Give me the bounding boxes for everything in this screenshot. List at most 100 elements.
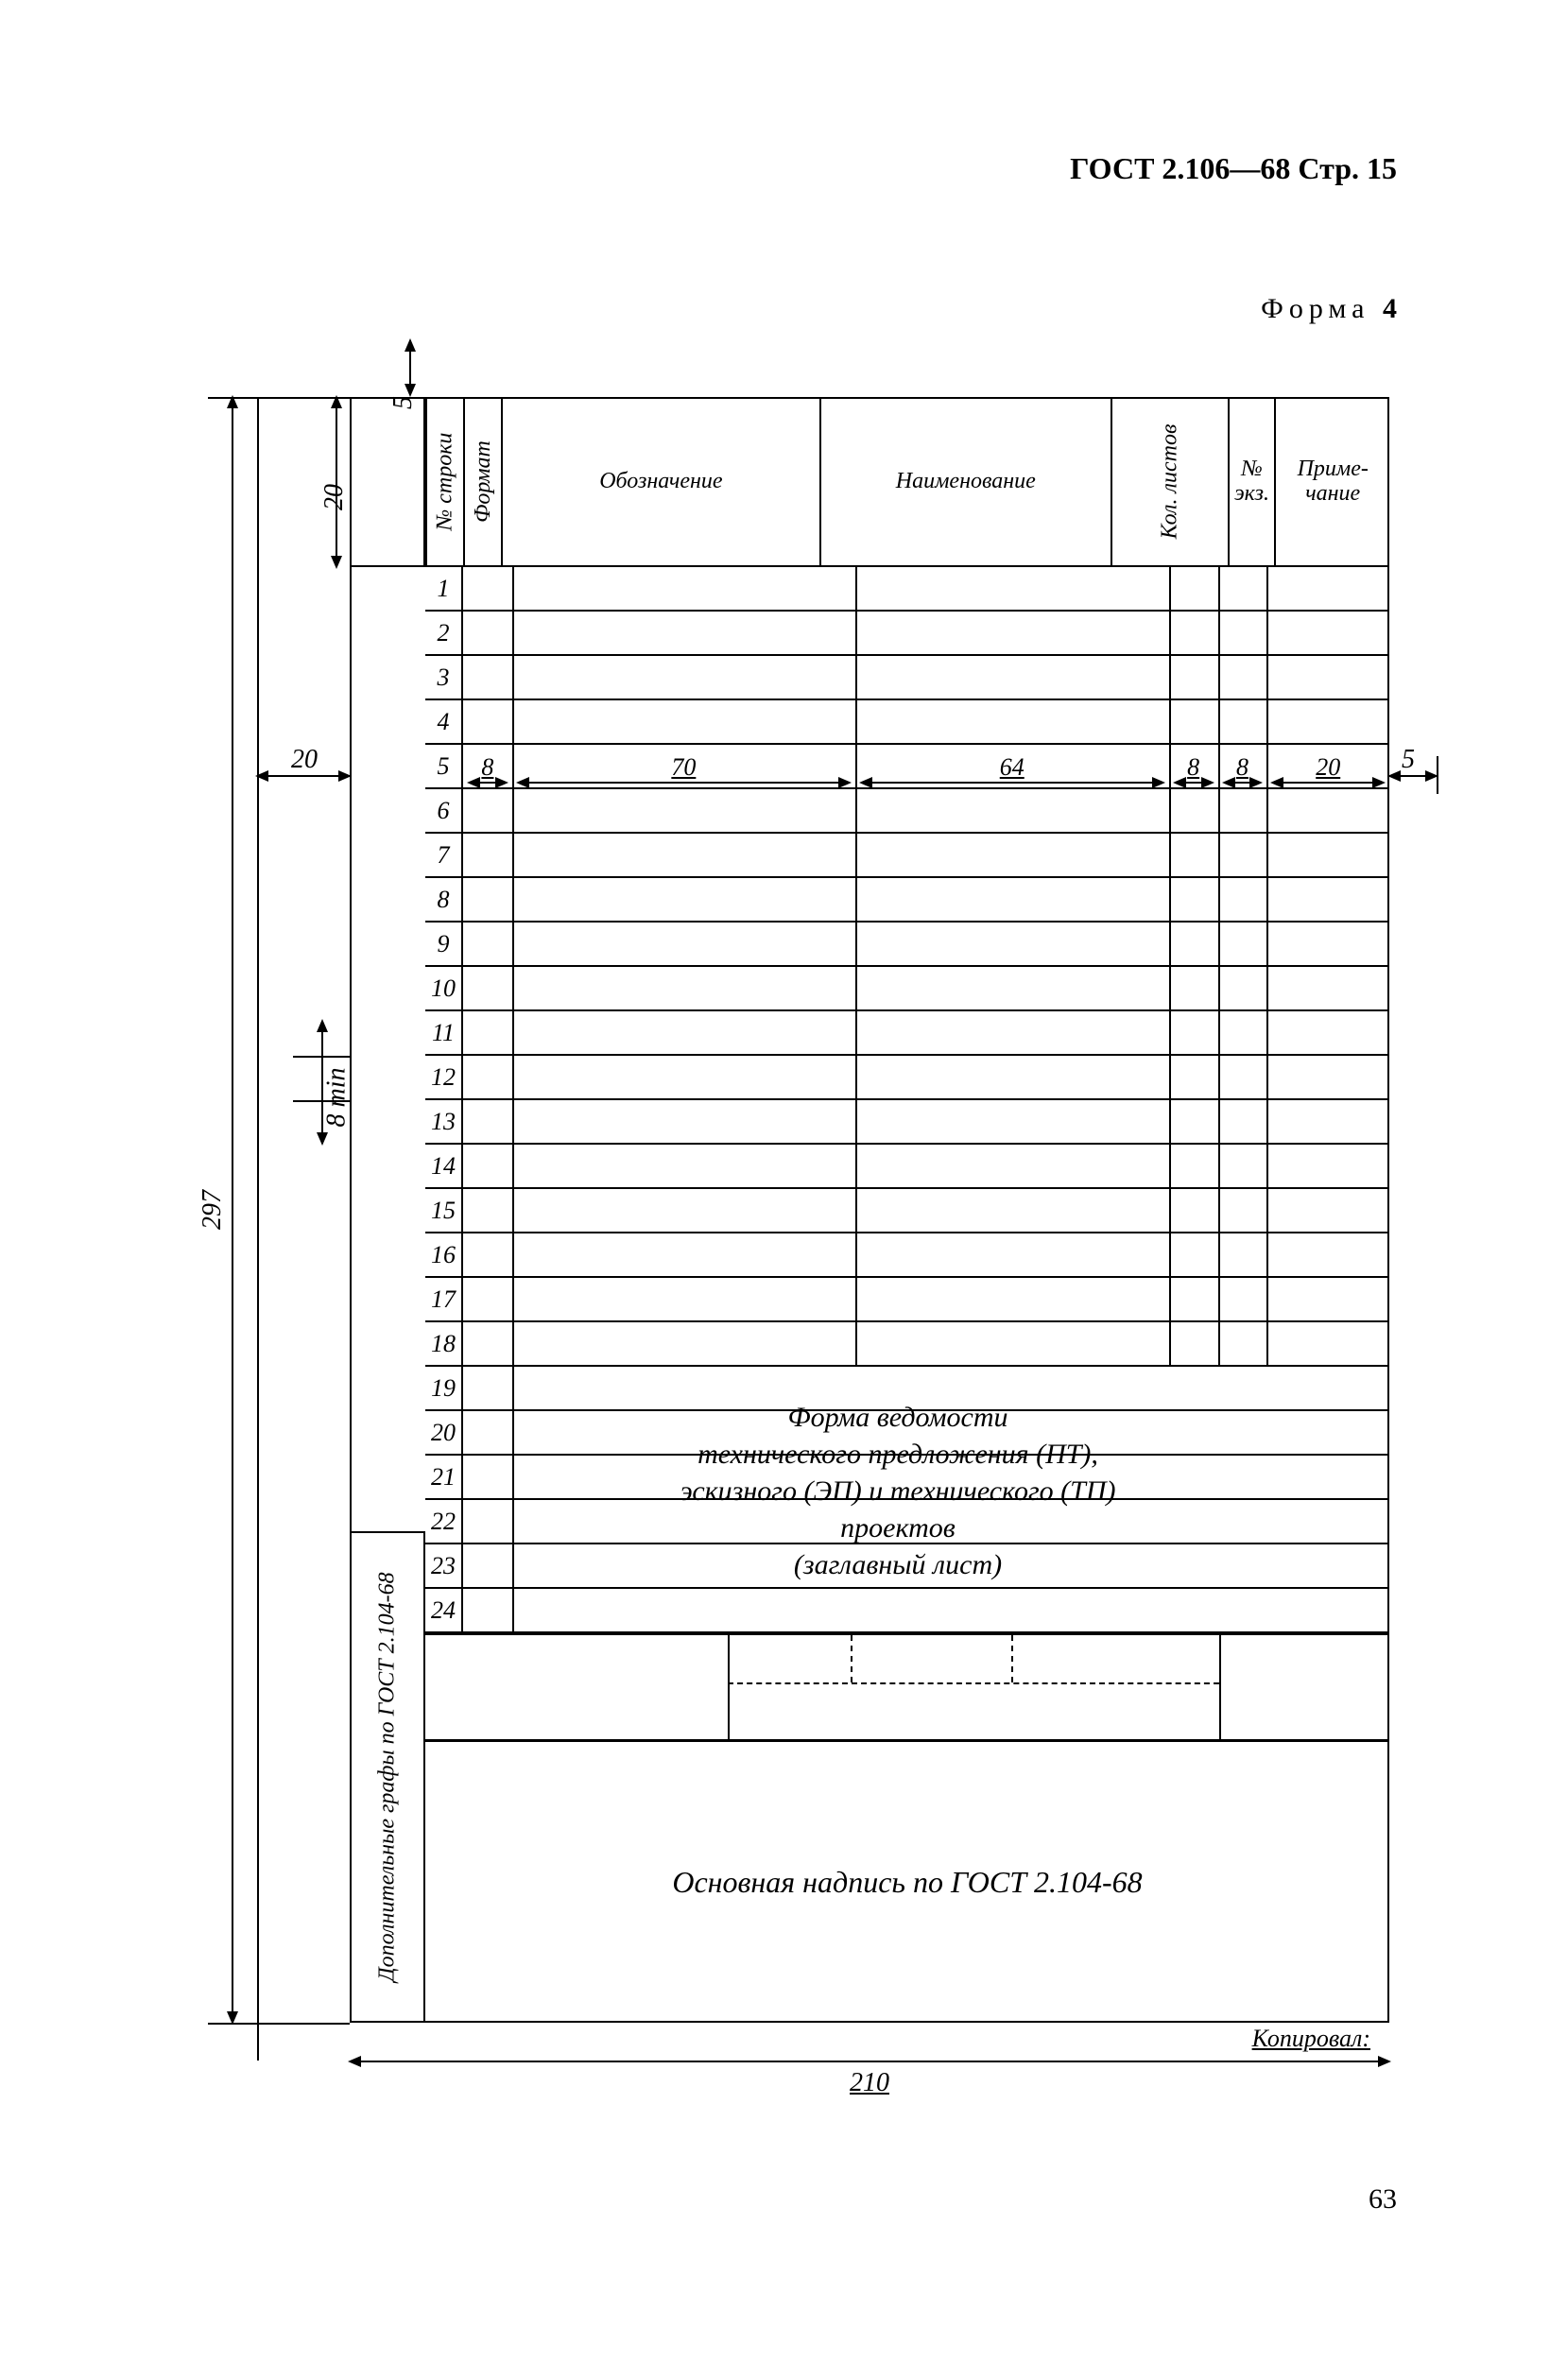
dim-arrow-210 bbox=[350, 2061, 1389, 2062]
col-label: Формат bbox=[471, 440, 496, 523]
col-format: Формат bbox=[463, 397, 501, 565]
dim-297: 297 bbox=[198, 1190, 228, 1230]
col-label: Обозначение bbox=[599, 469, 722, 494]
grid-vline bbox=[1218, 567, 1220, 1367]
table-header: № строки Формат Обозначение Наименование… bbox=[425, 397, 1389, 567]
dim-arrow bbox=[518, 782, 850, 784]
row-number: 14 bbox=[425, 1145, 461, 1189]
row-number: 6 bbox=[425, 789, 461, 834]
ext-line bbox=[1437, 756, 1438, 794]
row-number: 10 bbox=[425, 967, 461, 1011]
row-number: 13 bbox=[425, 1100, 461, 1145]
dim-header-height: 20 bbox=[319, 484, 350, 510]
grid-hline bbox=[463, 610, 1389, 612]
form-drawing: 297 210 20 5 20 5 8 min Дополнительные г… bbox=[180, 359, 1408, 2079]
row-number: 20 bbox=[425, 1411, 461, 1456]
ext-line bbox=[208, 397, 350, 399]
title-block: Основная надпись по ГОСТ 2.104-68 bbox=[425, 1739, 1389, 2023]
grid-hline bbox=[463, 1276, 1389, 1278]
dim-arrow bbox=[1175, 782, 1213, 784]
row-number: 18 bbox=[425, 1322, 461, 1367]
row-number: 15 bbox=[425, 1189, 461, 1233]
row-number: 1 bbox=[425, 567, 461, 612]
ext-line bbox=[208, 2023, 350, 2025]
col-naimenovanie: Наименование bbox=[819, 397, 1111, 565]
kopiroval-label: Копировал: bbox=[1252, 2025, 1370, 2053]
grid-hline bbox=[463, 654, 1389, 656]
grid-hline bbox=[463, 1009, 1389, 1011]
grid-hline bbox=[463, 1320, 1389, 1322]
dim-arrow-5r bbox=[1389, 775, 1437, 777]
dim-left-margin: 20 bbox=[257, 745, 352, 775]
grid-vline bbox=[855, 567, 857, 1367]
form-title: Форма 4 bbox=[1261, 293, 1397, 325]
form-description: Форма ведомости технического предложения… bbox=[529, 1399, 1266, 1583]
line bbox=[425, 1633, 1389, 1635]
dim-arrow-20h bbox=[336, 397, 337, 567]
row-number: 24 bbox=[425, 1589, 461, 1633]
col-n-ekz: № экз. bbox=[1228, 397, 1275, 565]
row-number: 4 bbox=[425, 700, 461, 745]
grid-hline bbox=[463, 698, 1389, 700]
line bbox=[851, 1635, 854, 1682]
ext-line bbox=[257, 397, 259, 2061]
row-number-column: 123456789101112131415161718192021222324 bbox=[425, 567, 463, 1633]
line bbox=[1219, 1635, 1221, 1739]
dim-right-margin: 5 bbox=[1394, 745, 1422, 775]
dim-arrow bbox=[1224, 782, 1262, 784]
side-label-bot: Дополнительные графы по ГОСТ 2.104-68 bbox=[375, 1572, 401, 1981]
grid-vline bbox=[1266, 567, 1268, 1367]
line bbox=[728, 1635, 730, 1739]
col-label: Приме- чание bbox=[1298, 457, 1369, 507]
side-col-top bbox=[350, 397, 425, 567]
form-label: Форма bbox=[1261, 293, 1369, 324]
dim-210: 210 bbox=[350, 2068, 1389, 2098]
col-label: Кол. листов bbox=[1157, 423, 1182, 539]
grid-hline bbox=[463, 965, 1389, 967]
dim-row-height: 8 min bbox=[322, 1068, 353, 1128]
ext-line bbox=[293, 1056, 350, 1058]
col-nstroki: № строки bbox=[425, 397, 463, 565]
grid-vline bbox=[1169, 567, 1171, 1367]
dim-arrow-5t bbox=[409, 340, 411, 395]
row-number: 12 bbox=[425, 1056, 461, 1100]
form-num: 4 bbox=[1383, 293, 1397, 324]
grid-hline bbox=[463, 1365, 1389, 1367]
row-number: 19 bbox=[425, 1367, 461, 1411]
row-number: 21 bbox=[425, 1456, 461, 1500]
col-oboznachenie: Обозначение bbox=[501, 397, 819, 565]
page-number: 63 bbox=[1369, 2183, 1397, 2216]
grid-hline bbox=[463, 1098, 1389, 1100]
grid-hline bbox=[463, 832, 1389, 834]
dashed-line bbox=[728, 1682, 1219, 1684]
grid-hline bbox=[463, 921, 1389, 923]
grid-vline bbox=[512, 567, 514, 1633]
dim-arrow-297 bbox=[232, 397, 233, 2023]
col-label: № строки bbox=[433, 432, 458, 530]
row-number: 22 bbox=[425, 1500, 461, 1544]
dim-arrow bbox=[1272, 782, 1384, 784]
dim-arrow-20 bbox=[257, 775, 350, 777]
col-kol-listov: Кол. листов bbox=[1111, 397, 1228, 565]
ext-line bbox=[293, 1100, 350, 1102]
col-primechanie: Приме- чание bbox=[1274, 397, 1389, 565]
grid-hline bbox=[463, 1232, 1389, 1233]
grid-hline bbox=[463, 1587, 1389, 1589]
row-number: 3 bbox=[425, 656, 461, 700]
row-number: 7 bbox=[425, 834, 461, 878]
row-number: 8 bbox=[425, 878, 461, 923]
row-number: 5 bbox=[425, 745, 461, 789]
grid-hline bbox=[463, 876, 1389, 878]
row-number: 9 bbox=[425, 923, 461, 967]
dim-arrow bbox=[469, 782, 507, 784]
line bbox=[1011, 1635, 1015, 1682]
doc-header: ГОСТ 2.106—68 Стр. 15 bbox=[1070, 151, 1397, 186]
side-col-bot: Дополнительные графы по ГОСТ 2.104-68 bbox=[350, 1531, 425, 2023]
row-number: 17 bbox=[425, 1278, 461, 1322]
row-number: 16 bbox=[425, 1233, 461, 1278]
grid-hline bbox=[463, 1187, 1389, 1189]
row-number: 2 bbox=[425, 612, 461, 656]
dim-arrow bbox=[861, 782, 1163, 784]
col-label: № экз. bbox=[1230, 457, 1275, 507]
row-number: 11 bbox=[425, 1011, 461, 1056]
